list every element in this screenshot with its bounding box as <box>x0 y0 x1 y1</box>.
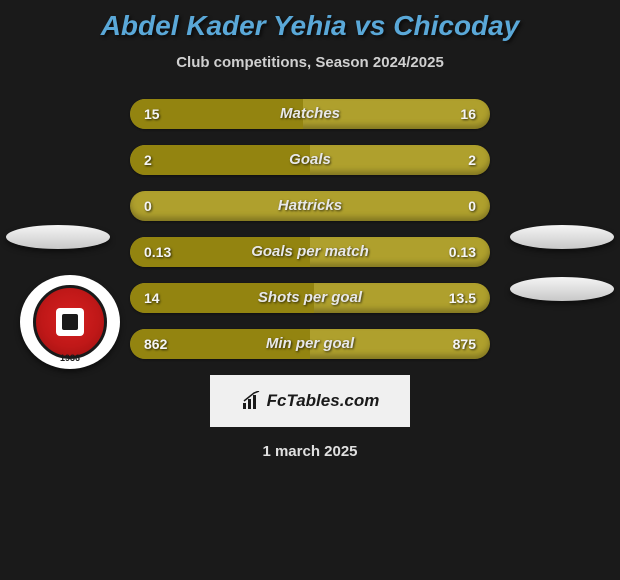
stat-row: Goals per match0.130.13 <box>130 237 490 267</box>
stat-row: Goals22 <box>130 145 490 175</box>
subtitle: Club competitions, Season 2024/2025 <box>0 54 620 71</box>
fctables-logo-icon <box>241 391 261 411</box>
stat-value-right: 0 <box>468 191 476 221</box>
stat-row: Matches1516 <box>130 99 490 129</box>
date-text: 1 march 2025 <box>20 443 600 460</box>
infographic-container: Abdel Kader Yehia vs Chicoday Club compe… <box>0 0 620 460</box>
stat-value-right: 2 <box>468 145 476 175</box>
stat-value-right: 13.5 <box>449 283 476 313</box>
fctables-watermark: FcTables.com <box>210 375 410 427</box>
club-badge-circle: 1936 <box>20 275 120 369</box>
player-photo-right-placeholder <box>510 225 614 249</box>
stat-value-right: 0.13 <box>449 237 476 267</box>
club-badge-year: 1936 <box>20 353 120 363</box>
stat-row: Min per goal862875 <box>130 329 490 359</box>
club-badge-glyph-icon <box>56 308 84 336</box>
club-badge-inner <box>33 285 107 359</box>
stat-value-left: 862 <box>144 329 167 359</box>
club-badge-left: 1936 <box>20 275 120 369</box>
stat-value-left: 2 <box>144 145 152 175</box>
club-logo-right-placeholder <box>510 277 614 301</box>
stat-value-right: 16 <box>460 99 476 129</box>
stat-value-left: 0.13 <box>144 237 171 267</box>
stat-row: Shots per goal1413.5 <box>130 283 490 313</box>
stat-fill-left <box>130 145 310 175</box>
stat-value-left: 0 <box>144 191 152 221</box>
stats-bars: Matches1516Goals22Hattricks00Goals per m… <box>130 99 490 359</box>
stat-value-left: 15 <box>144 99 160 129</box>
stat-label: Hattricks <box>130 191 490 221</box>
fctables-text: FcTables.com <box>267 391 380 411</box>
player-photo-left-placeholder <box>6 225 110 249</box>
main-area: 1936 Matches1516Goals22Hattricks00Goals … <box>0 99 620 460</box>
stat-value-right: 875 <box>453 329 476 359</box>
page-title: Abdel Kader Yehia vs Chicoday <box>0 10 620 42</box>
stat-row: Hattricks0 0 <box>130 191 490 221</box>
stat-value-left: 14 <box>144 283 160 313</box>
